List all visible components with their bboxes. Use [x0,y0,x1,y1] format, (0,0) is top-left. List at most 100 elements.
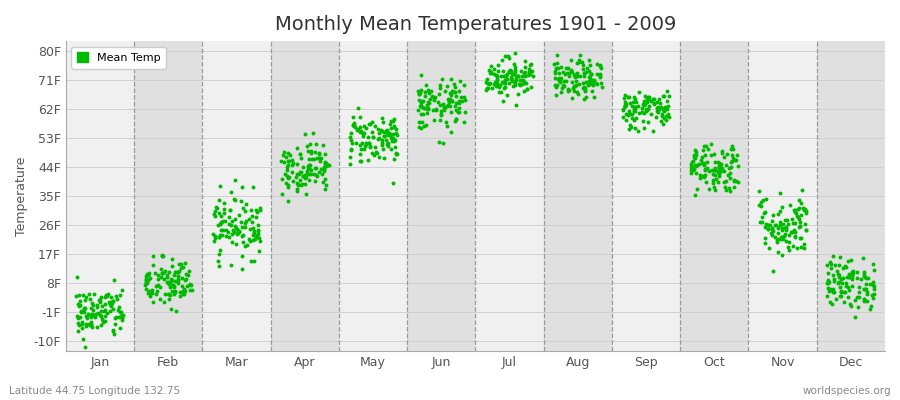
Point [753,202,768,209]
Point [86,307,101,313]
Point [660,88,674,95]
Point [83,311,97,318]
Point [712,171,726,177]
Point [834,280,849,286]
Point [80,315,94,322]
Point [319,161,333,168]
Point [295,164,310,170]
Point [247,232,261,238]
Point [771,236,786,242]
Point [646,101,661,108]
Point [302,161,317,168]
Point [245,213,259,219]
Point [440,103,454,109]
Point [351,126,365,132]
Point [637,98,652,104]
Point [752,202,766,208]
Point [572,80,586,87]
Point [752,188,767,194]
Point [102,299,116,306]
Point [631,128,645,134]
Point [212,258,226,264]
Point [380,132,394,138]
Point [548,68,562,74]
Point [72,292,86,298]
Point [685,159,699,166]
Point [726,146,741,152]
Point [308,164,322,171]
Bar [339,41,407,351]
Point [421,98,436,105]
Point [365,134,380,140]
Point [508,82,522,89]
Point [416,110,430,117]
Point [707,186,722,193]
Point [139,280,153,286]
Point [76,335,90,342]
Point [356,133,370,140]
Point [621,94,635,101]
Point [509,73,524,79]
Point [723,188,737,194]
Point [762,222,777,228]
Point [834,292,849,299]
Point [84,314,98,321]
Point [302,156,316,162]
Point [85,311,99,318]
Point [552,69,566,76]
Point [687,154,701,160]
Point [570,60,584,66]
Point [176,291,190,297]
Point [303,141,318,148]
Point [183,280,197,287]
Point [380,126,394,133]
Point [754,198,769,205]
Point [291,180,305,187]
Point [417,105,431,111]
Point [508,102,523,108]
Point [318,176,332,182]
Point [695,160,709,166]
Point [387,123,401,130]
Point [842,271,856,277]
Point [627,104,642,110]
Point [320,162,335,168]
Point [778,224,793,230]
Point [508,77,523,83]
Point [94,308,108,314]
Point [572,73,587,79]
Point [731,162,745,169]
Point [628,104,643,110]
Bar [271,41,339,351]
Point [792,197,806,203]
Point [510,72,525,79]
Point [618,99,633,105]
Point [699,165,714,172]
Point [722,184,736,191]
Point [635,101,650,107]
Point [652,103,666,110]
Point [515,73,529,79]
Point [180,283,194,289]
Point [383,125,398,132]
Point [438,87,453,94]
Point [419,106,434,112]
Point [519,86,534,92]
Point [359,140,374,146]
Point [150,282,165,288]
Point [687,166,701,172]
Point [495,57,509,63]
Point [298,175,312,181]
Point [725,158,740,164]
Point [279,180,293,186]
Point [491,68,505,74]
Point [836,288,850,295]
Point [788,233,803,239]
Point [166,284,181,290]
Point [654,113,669,119]
Point [176,287,190,294]
Point [420,87,435,94]
Point [704,152,718,158]
Point [821,280,835,286]
Point [512,80,526,87]
